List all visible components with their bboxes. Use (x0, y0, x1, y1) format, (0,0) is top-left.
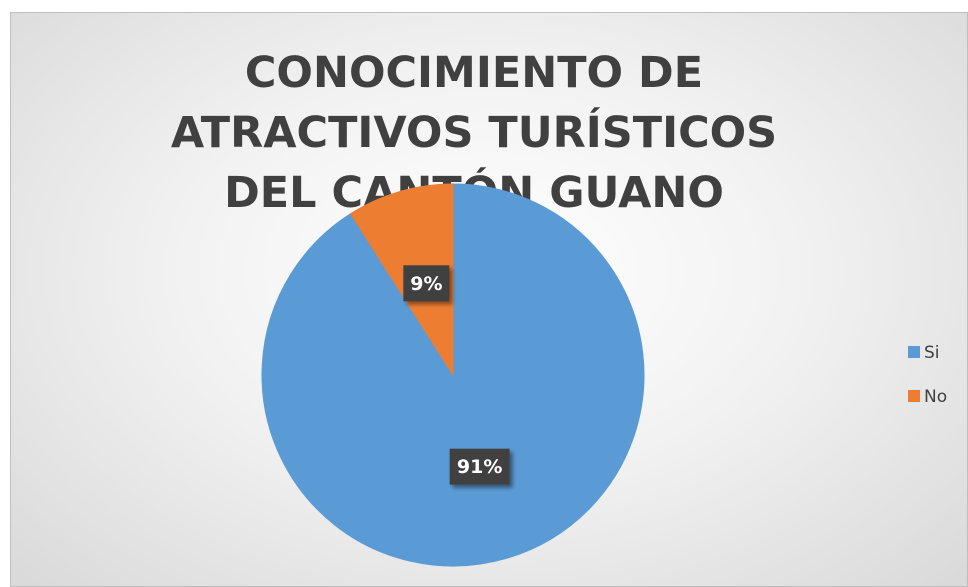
legend-swatch (908, 390, 920, 402)
chart-title: CONOCIMIENTO DE ATRACTIVOS TURÍSTICOS DE… (170, 48, 778, 218)
data-label: 9% (403, 265, 450, 302)
legend-swatch (908, 346, 920, 358)
data-label-box (449, 448, 510, 485)
data-label-text: 91% (457, 456, 502, 478)
data-label-text: 9% (410, 273, 442, 295)
data-label: 91% (449, 448, 510, 485)
legend-label: No (924, 387, 947, 407)
pie-slice (349, 183, 454, 377)
legend-label: Si (924, 343, 940, 363)
data-label-box (403, 265, 450, 302)
